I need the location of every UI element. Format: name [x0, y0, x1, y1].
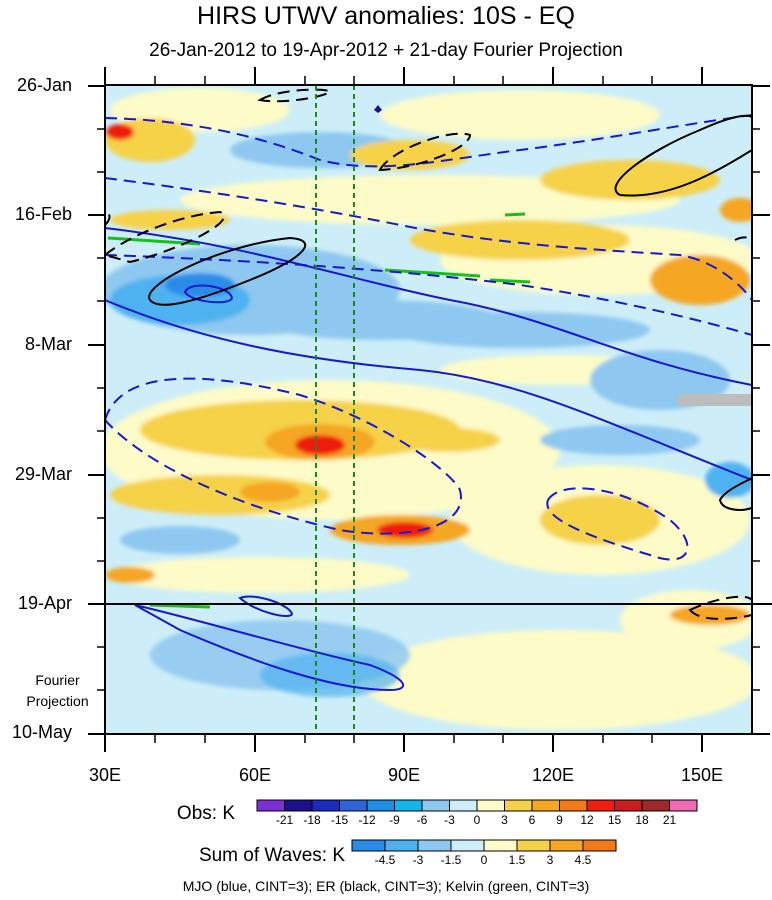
x-axis-minor-ticks	[154, 76, 653, 743]
y-tick-label: 16-Feb	[14, 204, 72, 224]
anomaly-shading	[105, 88, 752, 730]
colorbar-swatch	[394, 799, 423, 812]
waves-colorbar-label: Sum of Waves: K	[198, 845, 345, 866]
colorbar-tick-label: 9	[556, 813, 563, 827]
colorbar-swatch	[531, 799, 560, 812]
y-tick-label: 8-Mar	[24, 334, 72, 354]
colorbar-tick-label: 6	[528, 813, 536, 827]
er-contours	[148, 114, 752, 511]
colorbar-tick-label: -3	[412, 853, 424, 867]
kelvin-contours	[107, 212, 531, 609]
colorbar-swatch	[669, 799, 698, 812]
colorbar-tick-label: 3	[501, 813, 508, 827]
colorbar-swatch	[614, 799, 643, 812]
mjo-contours	[105, 227, 752, 692]
colorbar-swatch	[421, 799, 450, 812]
colorbar-tick-label: -9	[389, 813, 400, 827]
projection-label: Fourier Projection	[26, 672, 89, 709]
x-tick-label: 60E	[238, 765, 272, 785]
colorbar-swatch	[417, 839, 452, 852]
chart-title: HIRS UTWV anomalies: 10S - EQ	[197, 2, 575, 30]
x-axis-ticks	[104, 67, 703, 752]
colorbar-swatch	[256, 799, 285, 812]
legend-footnote: MJO (blue, CINT=3); ER (black, CINT=3); …	[182, 878, 590, 894]
colorbar-tick-label: 0	[473, 813, 481, 827]
y-tick-label: 29-Mar	[14, 464, 72, 484]
colorbar-swatch	[549, 839, 584, 852]
colorbar-swatch	[384, 839, 419, 852]
colorbar-swatch	[504, 799, 533, 812]
colorbar-swatch	[284, 799, 313, 812]
plot-frame	[104, 84, 753, 735]
reference-lines	[315, 85, 355, 734]
colorbar-swatch	[366, 799, 395, 812]
colorbar-swatch	[483, 839, 518, 852]
y-tick-label: 19-Apr	[17, 593, 72, 613]
y-tick-label: 26-Jan	[16, 75, 72, 95]
x-tick-label: 120E	[531, 765, 575, 785]
colorbar-swatch	[311, 799, 340, 812]
waves-colorbar	[351, 839, 617, 852]
colorbar-swatch	[559, 799, 588, 812]
colorbar-swatch	[582, 839, 617, 852]
y-axis-minor-ticks	[97, 128, 760, 691]
colorbar-tick-label: -12	[358, 813, 376, 827]
colorbar-tick-label: 18	[635, 813, 649, 827]
colorbar-swatch	[449, 799, 478, 812]
colorbar-tick-label: -1.5	[440, 853, 462, 867]
colorbar-tick-label: 21	[662, 813, 677, 827]
y-axis-ticks	[88, 85, 770, 735]
colorbar-tick-label: -18	[303, 813, 321, 827]
colorbar-swatch	[516, 839, 551, 852]
colorbar-swatch	[641, 799, 670, 812]
colorbar-tick-label: -15	[330, 813, 349, 827]
colorbar-tick-label: 1.5	[508, 853, 526, 867]
y-tick-label: 10-May	[11, 722, 72, 742]
colorbar-tick-label: -3	[444, 813, 455, 827]
x-tick-label: 90E	[387, 765, 421, 785]
colorbar-tick-label: -4.5	[374, 853, 396, 867]
colorbar-tick-label: -6	[416, 813, 428, 827]
mjo-negative-contours	[105, 114, 752, 561]
colorbar-swatch	[476, 799, 505, 812]
x-tick-label: 30E	[88, 765, 122, 785]
min-marker	[374, 105, 382, 113]
colorbar-swatch	[339, 799, 368, 812]
missing-data-bar	[678, 394, 752, 406]
colorbar-tick-label: 4.5	[574, 853, 592, 867]
colorbar-tick-label: 0	[480, 853, 488, 867]
x-tick-label: 150E	[680, 765, 724, 785]
obs-colorbar-label: Obs: K	[176, 803, 235, 824]
colorbar-tick-label: 3	[546, 853, 554, 867]
colorbar-tick-label: 12	[580, 813, 594, 827]
chart-subtitle: 26-Jan-2012 to 19-Apr-2012 + 21-day Four…	[149, 40, 623, 61]
colorbar-swatch	[586, 799, 615, 812]
colorbar-swatch	[450, 839, 485, 852]
colorbar-swatch	[351, 839, 386, 852]
er-negative-contours	[105, 88, 752, 620]
obs-colorbar	[256, 799, 698, 812]
colorbar-tick-label: -21	[275, 813, 294, 827]
colorbar-tick-label: 15	[607, 813, 622, 827]
